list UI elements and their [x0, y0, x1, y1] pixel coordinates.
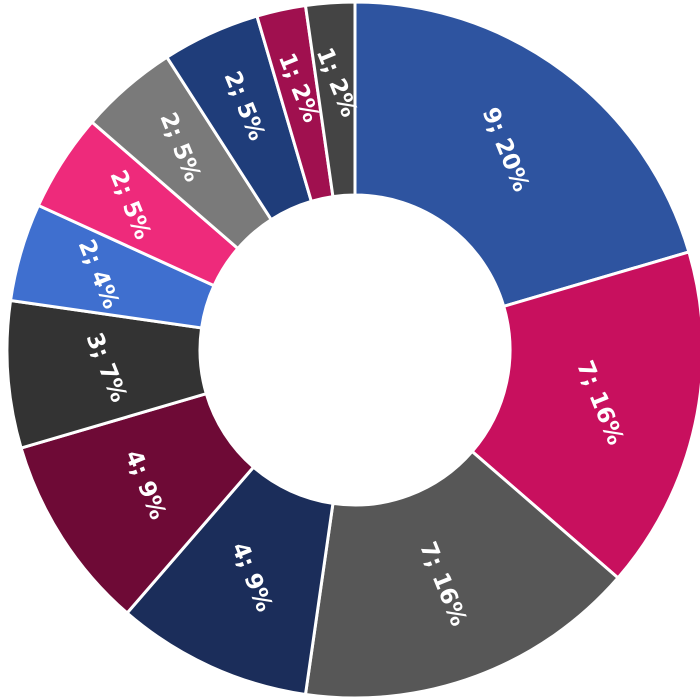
donut-segment: [303, 449, 621, 700]
donut-segment: [470, 250, 700, 581]
donut-segment: [303, 0, 357, 199]
donut-segment: [353, 0, 691, 309]
